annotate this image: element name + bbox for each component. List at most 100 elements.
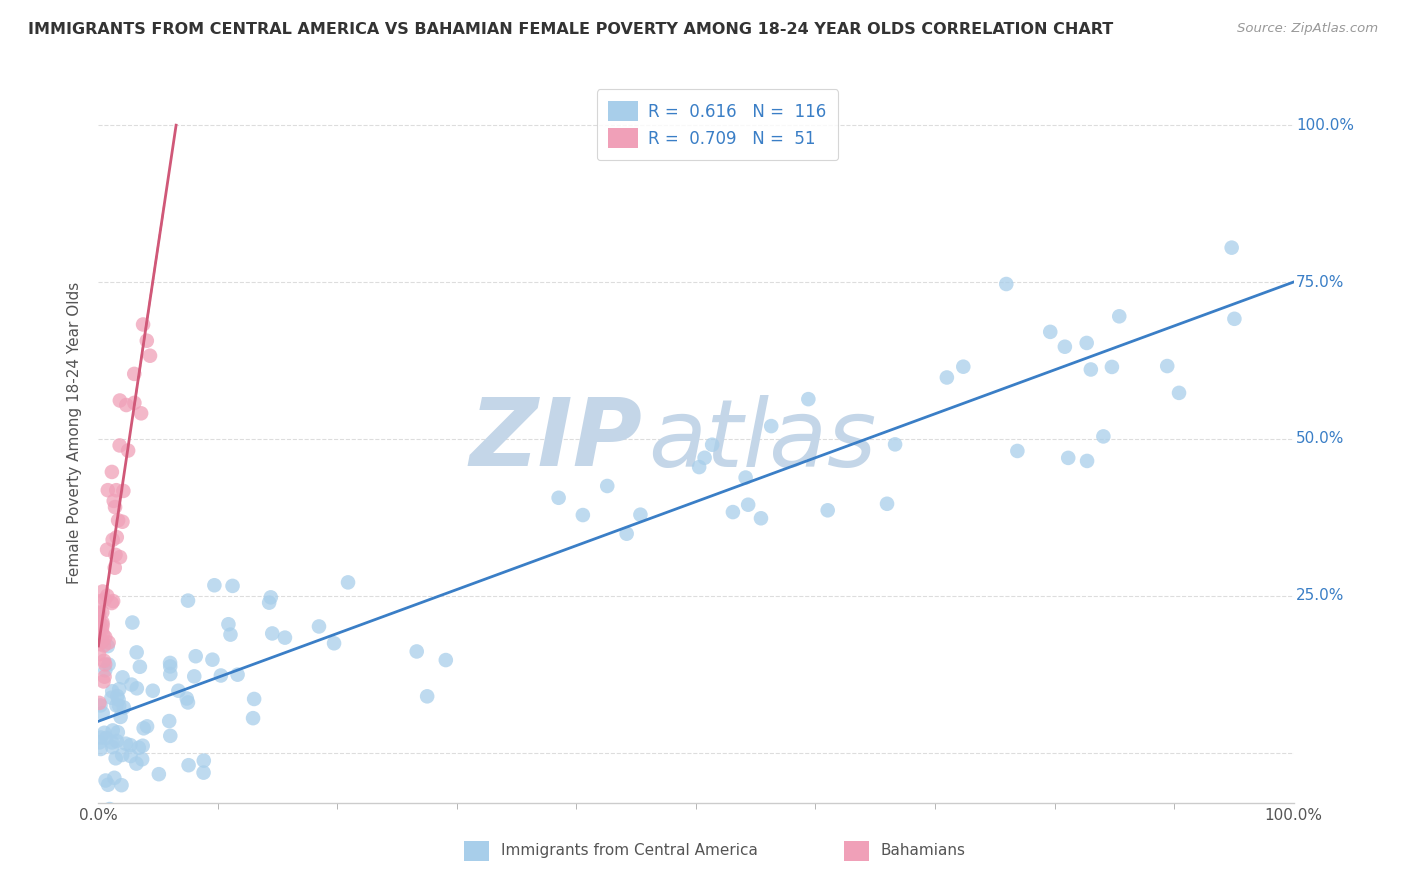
Point (323, 636, 346, 650)
Point (243, 692, 266, 706)
Point (148, 767, 170, 781)
Point (260, 591, 283, 605)
Point (120, 677, 142, 691)
Point (91, 622, 114, 636)
Point (125, 681, 148, 696)
Point (93, 670, 115, 684)
Point (159, 667, 181, 681)
Point (616, 526, 638, 541)
Point (111, 515, 134, 529)
Point (100, 690, 122, 705)
Point (107, 725, 129, 739)
Point (104, 751, 127, 765)
Point (89, 615, 111, 630)
Point (105, 483, 128, 498)
Point (434, 653, 457, 667)
Text: atlas: atlas (648, 394, 876, 485)
Point (128, 740, 150, 755)
Point (132, 318, 155, 332)
Point (221, 579, 243, 593)
Point (128, 660, 150, 674)
Point (1039, 325, 1062, 339)
Point (226, 667, 249, 681)
Point (547, 491, 569, 505)
Point (120, 749, 142, 764)
Point (97, 778, 120, 792)
Point (90, 742, 112, 756)
Point (125, 645, 148, 659)
Point (105, 805, 128, 820)
Point (94, 657, 117, 672)
Point (274, 631, 297, 645)
Point (139, 349, 162, 363)
Point (90, 731, 112, 745)
Point (101, 684, 124, 698)
Point (177, 758, 200, 772)
Point (193, 765, 215, 780)
Point (201, 653, 224, 667)
Point (1108, 310, 1130, 324)
Point (105, 734, 128, 748)
Point (995, 277, 1018, 291)
Point (87, 629, 110, 643)
Point (1007, 444, 1029, 458)
Point (101, 735, 124, 749)
Point (209, 668, 232, 682)
Point (177, 593, 200, 607)
Legend: R =  0.616   N =  116, R =  0.709   N =  51: R = 0.616 N = 116, R = 0.709 N = 51 (596, 89, 838, 160)
Point (219, 627, 242, 641)
Point (628, 508, 651, 522)
Point (1223, 311, 1246, 326)
Point (124, 396, 146, 410)
Point (91, 706, 114, 720)
Point (1168, 385, 1191, 400)
Point (97, 635, 120, 649)
Point (884, 437, 907, 451)
Point (93, 639, 115, 653)
Point (1076, 454, 1098, 468)
Point (91, 618, 114, 632)
Point (416, 690, 439, 704)
Point (308, 619, 330, 633)
Point (184, 649, 207, 664)
Point (104, 560, 127, 574)
Point (1053, 340, 1076, 354)
Point (91, 627, 114, 641)
Point (159, 729, 181, 743)
Point (87, 607, 110, 622)
Point (98, 802, 121, 816)
Point (935, 370, 957, 384)
Point (110, 778, 132, 792)
Point (112, 700, 135, 714)
Point (1076, 335, 1098, 350)
Point (89, 594, 111, 608)
Text: Bahamians: Bahamians (880, 844, 965, 858)
Point (122, 367, 145, 381)
Point (94, 663, 117, 677)
Point (103, 494, 125, 508)
Y-axis label: Female Poverty Among 18-24 Year Olds: Female Poverty Among 18-24 Year Olds (67, 282, 83, 583)
Point (108, 682, 131, 697)
Point (142, 683, 165, 698)
Point (202, 578, 225, 592)
Text: 25.0%: 25.0% (1296, 588, 1344, 603)
Point (97, 657, 120, 672)
Point (89, 735, 111, 749)
Point (217, 617, 239, 632)
Point (734, 470, 756, 484)
Point (337, 575, 360, 590)
Point (112, 483, 135, 498)
Point (157, 714, 180, 728)
Point (101, 740, 124, 755)
Point (1101, 359, 1123, 374)
Point (104, 500, 127, 514)
Point (737, 498, 759, 512)
Point (89, 698, 111, 713)
Point (91, 584, 114, 599)
Point (94, 592, 117, 607)
Point (107, 692, 129, 706)
Point (136, 719, 159, 733)
Point (108, 550, 131, 565)
Point (101, 723, 124, 738)
Point (97, 483, 120, 498)
